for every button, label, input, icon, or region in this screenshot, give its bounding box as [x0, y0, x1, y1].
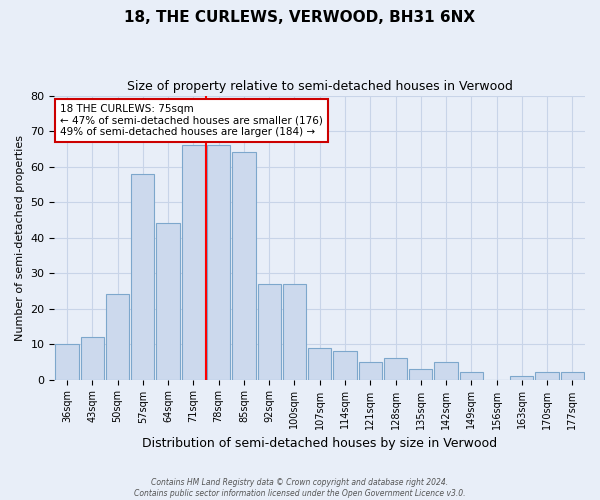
Bar	[80, 337, 104, 380]
Bar	[157, 224, 180, 380]
Bar	[409, 369, 433, 380]
Y-axis label: Number of semi-detached properties: Number of semi-detached properties	[15, 134, 25, 340]
Title: Size of property relative to semi-detached houses in Verwood: Size of property relative to semi-detach…	[127, 80, 512, 93]
Bar	[561, 372, 584, 380]
Bar	[384, 358, 407, 380]
Text: Contains HM Land Registry data © Crown copyright and database right 2024.
Contai: Contains HM Land Registry data © Crown c…	[134, 478, 466, 498]
Bar	[207, 146, 230, 380]
Bar	[257, 284, 281, 380]
Bar	[232, 152, 256, 380]
Bar	[131, 174, 154, 380]
Text: 18, THE CURLEWS, VERWOOD, BH31 6NX: 18, THE CURLEWS, VERWOOD, BH31 6NX	[124, 10, 476, 25]
X-axis label: Distribution of semi-detached houses by size in Verwood: Distribution of semi-detached houses by …	[142, 437, 497, 450]
Bar	[283, 284, 306, 380]
Text: 18 THE CURLEWS: 75sqm
← 47% of semi-detached houses are smaller (176)
49% of sem: 18 THE CURLEWS: 75sqm ← 47% of semi-deta…	[60, 104, 323, 138]
Bar	[106, 294, 129, 380]
Bar	[460, 372, 483, 380]
Bar	[182, 146, 205, 380]
Bar	[535, 372, 559, 380]
Bar	[334, 351, 356, 380]
Bar	[434, 362, 458, 380]
Bar	[359, 362, 382, 380]
Bar	[308, 348, 331, 380]
Bar	[510, 376, 533, 380]
Bar	[55, 344, 79, 380]
